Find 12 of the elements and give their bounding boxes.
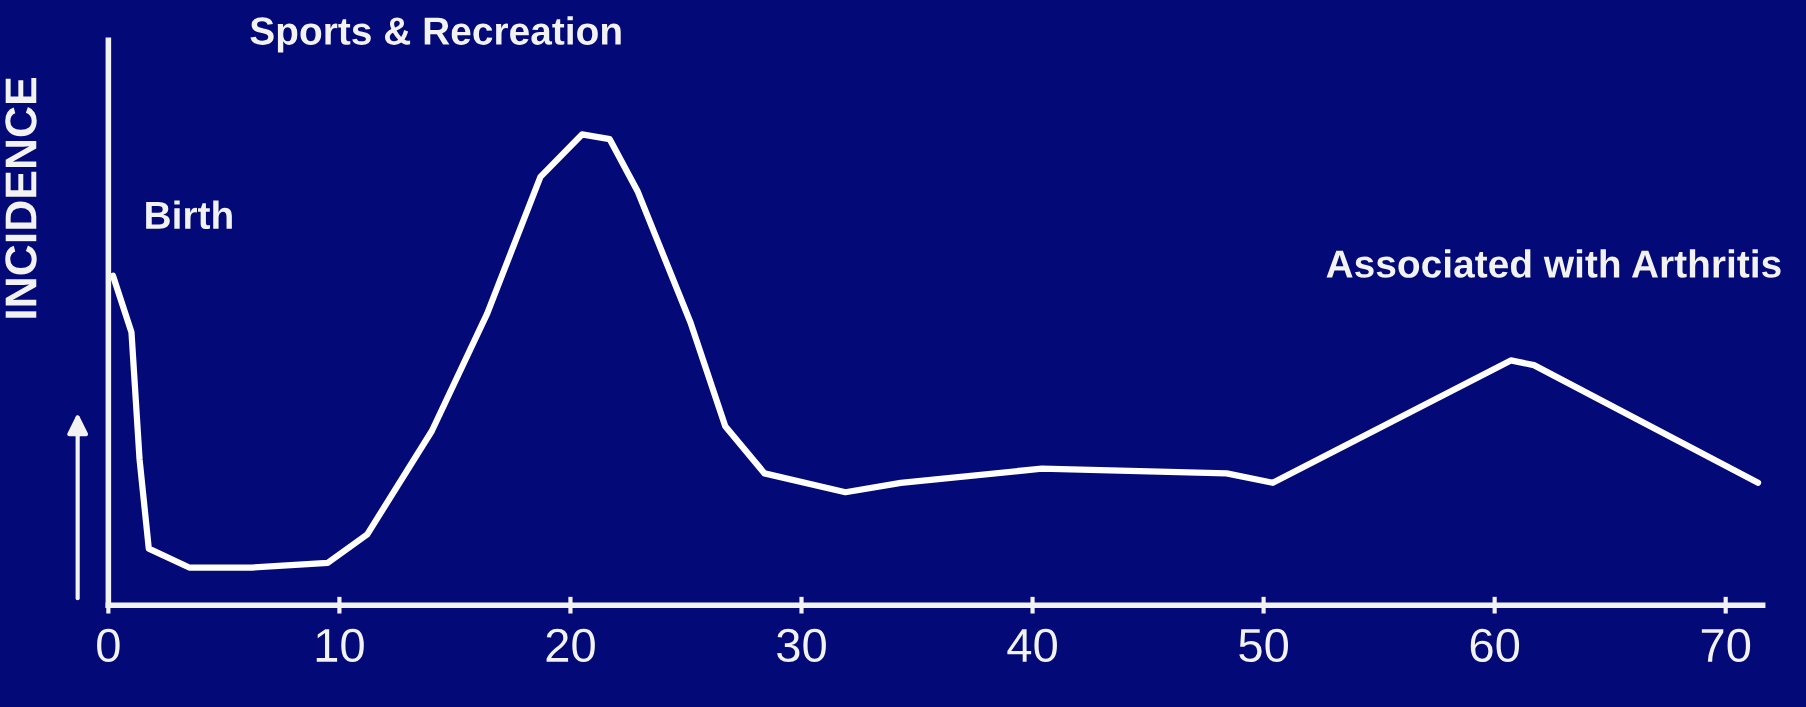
x-tick-label: 50	[1239, 628, 1289, 663]
x-tick-label: 70	[1701, 628, 1751, 663]
x-tick-label: 30	[777, 628, 826, 663]
annotation: Sports & Recreation	[250, 16, 621, 53]
x-tick-label: 60	[1470, 628, 1520, 663]
annotation: Birth	[146, 200, 232, 230]
x-tick-label: 40	[1007, 628, 1057, 663]
x-tick-label: 10	[316, 628, 364, 663]
y-axis-title: INCIDENCE	[5, 77, 37, 318]
annotation: Associated with Arthritis	[1326, 249, 1781, 278]
x-tick-label: 20	[546, 628, 595, 663]
x-tick-label: 0	[97, 628, 120, 663]
